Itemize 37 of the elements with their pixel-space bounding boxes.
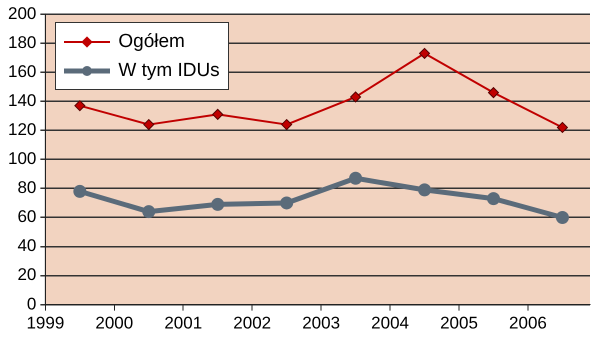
x-tick-label: 1999 — [26, 313, 64, 332]
y-tick-label: 60 — [17, 207, 36, 226]
point — [73, 184, 86, 198]
point — [212, 108, 224, 120]
x-tick-label: 2003 — [302, 313, 340, 332]
y-tick-label: 20 — [17, 265, 36, 284]
point — [486, 192, 500, 206]
point — [488, 87, 499, 98]
point — [349, 172, 362, 185]
x-tick-label: 2002 — [233, 313, 272, 332]
point — [211, 198, 224, 211]
x-tick-label: 2004 — [371, 313, 409, 332]
y-tick-label: 160 — [8, 62, 36, 81]
point — [143, 119, 154, 130]
point — [281, 119, 292, 130]
y-tick-label: 140 — [8, 91, 36, 110]
point — [556, 210, 569, 224]
point — [74, 100, 86, 112]
legend-label: Ogółem — [118, 30, 185, 54]
x-tick-label: 2000 — [95, 313, 134, 332]
point — [350, 91, 362, 102]
x-tick-label: 2005 — [440, 313, 478, 332]
y-tick-label: 0 — [26, 294, 36, 314]
x-tick-label: 2006 — [509, 313, 547, 332]
point — [556, 122, 568, 133]
y-tick-label: 200 — [8, 4, 36, 23]
point — [418, 183, 432, 196]
legend-label: W tym IDUs — [118, 59, 220, 84]
point — [280, 196, 294, 210]
y-tick-label: 100 — [8, 149, 36, 168]
y-tick-label: 80 — [17, 178, 36, 198]
point — [142, 205, 156, 218]
y-tick-label: 40 — [17, 236, 36, 256]
point — [419, 48, 430, 59]
y-tick-label: 180 — [8, 32, 36, 52]
x-tick-label: 2001 — [164, 313, 202, 332]
y-tick-label: 120 — [8, 120, 36, 140]
